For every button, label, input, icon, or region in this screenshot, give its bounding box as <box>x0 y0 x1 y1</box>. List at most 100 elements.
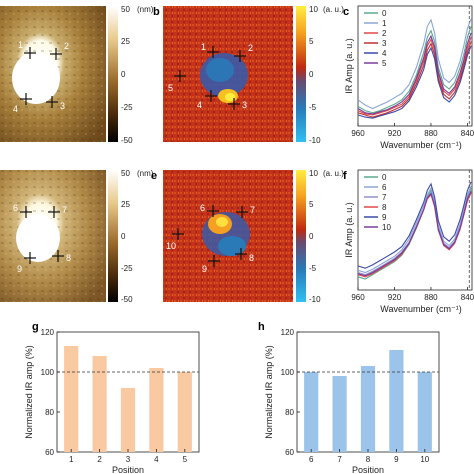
afm-colorbar-tick: -50 <box>121 295 133 304</box>
marker-label: 9 <box>202 264 207 274</box>
afm-map-top <box>0 6 106 142</box>
y-tick-label: 100 <box>281 368 295 377</box>
marker-label: 2 <box>64 41 69 51</box>
marker-label: 7 <box>62 205 67 215</box>
ir-colorbar-top: 10 (a. u.) 5 0 -5 -10 <box>296 5 344 145</box>
x-axis-label: Wavenumber (cm⁻¹) <box>380 304 461 314</box>
y-tick-label: 60 <box>45 448 54 457</box>
marker-label: 8 <box>249 253 254 263</box>
bar-3 <box>120 388 136 452</box>
plot-frame <box>357 5 473 127</box>
panel-label-e: e <box>151 170 157 182</box>
ir-colorbar-bottom: 10 (a. u.) 5 0 -5 -10 <box>296 169 344 304</box>
ir-colorbar-tick: -5 <box>309 103 317 112</box>
x-tick-label: 9 <box>394 455 399 464</box>
afm-map-bottom <box>0 170 106 302</box>
y-tick-label: 80 <box>45 408 54 417</box>
x-tick-label: 5 <box>183 455 188 464</box>
ir-colorbar-tick: 0 <box>309 70 314 79</box>
legend-label: 7 <box>382 193 387 202</box>
x-tick-label: 8 <box>366 455 371 464</box>
afm-colorbar-tick: -25 <box>121 264 133 273</box>
y-axis-label: IR Amp (a. u.) <box>344 38 354 94</box>
afm-colorbar-unit: (nm) <box>137 169 154 178</box>
y-axis-label: Normalized IR amp (%) <box>24 345 34 439</box>
ir-colorbar-tick: 10 <box>309 169 318 178</box>
panel-label-g: g <box>32 321 39 333</box>
legend-label: 1 <box>382 19 387 28</box>
ir-colorbar-tick: -10 <box>309 295 321 304</box>
afm-colorbar-tick: -50 <box>121 136 133 145</box>
afm-colorbar-tick: -25 <box>121 103 133 112</box>
marker-label: 6 <box>200 203 205 213</box>
marker-label: 1 <box>18 40 23 50</box>
bar-chart-h: 6 7 8 9 10 120 100 80 60 Position Normalized IR am… <box>264 328 440 474</box>
bar-5 <box>177 372 192 452</box>
x-tick-label: 2 <box>97 455 102 464</box>
x-tick-label: 1 <box>69 455 74 464</box>
x-tick-label: 7 <box>337 455 342 464</box>
x-axis-label: Wavenumber (cm⁻¹) <box>380 140 461 150</box>
marker-label: 3 <box>60 101 65 111</box>
marker-label: 4 <box>197 100 202 110</box>
series-line-5 <box>357 32 472 115</box>
x-tick-label: 3 <box>126 455 131 464</box>
x-tick-label: 840 <box>461 293 474 302</box>
x-tick-label: 920 <box>388 129 402 138</box>
marker-label: 2 <box>248 43 253 53</box>
x-tick-label: 880 <box>424 129 438 138</box>
x-tick-label: 4 <box>154 455 159 464</box>
ir-colorbar-tick: 5 <box>309 37 314 46</box>
afm-colorbar-tick: 0 <box>121 70 126 79</box>
marker-label: 8 <box>66 253 71 263</box>
bar-10 <box>417 372 432 452</box>
y-tick-label: 80 <box>285 408 294 417</box>
ir-map-top <box>163 6 293 142</box>
bar-6 <box>304 372 319 452</box>
series-line-10 <box>357 191 472 277</box>
y-tick-label: 120 <box>281 328 295 337</box>
legend-label: 9 <box>382 213 387 222</box>
panel-label-c: c <box>343 6 349 18</box>
legend-label: 2 <box>382 29 387 38</box>
marker-label: 4 <box>13 104 18 114</box>
afm-colorbar: 50 (nm) 25 0 -25 -50 <box>108 5 154 145</box>
afm-colorbar-tick: 50 <box>121 169 130 178</box>
series-line-0 <box>357 26 472 114</box>
afm-colorbar-unit: (nm) <box>137 5 154 14</box>
legend-label: 0 <box>382 9 387 18</box>
bar-2 <box>92 356 107 452</box>
marker-label: 7 <box>250 205 255 215</box>
series-line-4 <box>357 45 472 119</box>
marker-label: 10 <box>166 241 176 251</box>
y-tick-label: 120 <box>41 328 55 337</box>
bar-9 <box>389 350 404 452</box>
legend-label: 6 <box>382 183 387 192</box>
afm-colorbar-tick: 50 <box>121 5 130 14</box>
afm-colorbar-tick: 25 <box>121 200 130 209</box>
panel-label-h: h <box>258 321 265 333</box>
x-axis-label: Position <box>112 465 144 474</box>
ir-colorbar-tick: 0 <box>309 232 314 241</box>
ir-colorbar-unit: (a. u.) <box>323 169 344 178</box>
ir-colorbar-tick: -10 <box>309 136 321 145</box>
x-tick-label: 960 <box>351 129 365 138</box>
series-line-6 <box>357 185 472 274</box>
bar-7 <box>332 376 347 452</box>
legend-label: 8 <box>382 203 387 212</box>
afm-colorbar-tick: 0 <box>121 232 126 241</box>
x-tick-label: 840 <box>461 129 474 138</box>
legend-label: 5 <box>382 59 387 68</box>
panel-label-b: b <box>153 6 160 18</box>
legend-label: 4 <box>382 49 387 58</box>
map-markers-layer: 1 2 3 4 1 2 3 4 5 6 7 8 9 6 7 8 9 10 <box>13 40 255 274</box>
x-tick-label: 960 <box>351 293 365 302</box>
y-tick-label: 100 <box>41 368 55 377</box>
bar-4 <box>149 368 164 452</box>
bar-8 <box>360 366 376 452</box>
x-tick-label: 920 <box>388 293 402 302</box>
series-line-2 <box>357 37 472 116</box>
x-tick-label: 880 <box>424 293 438 302</box>
